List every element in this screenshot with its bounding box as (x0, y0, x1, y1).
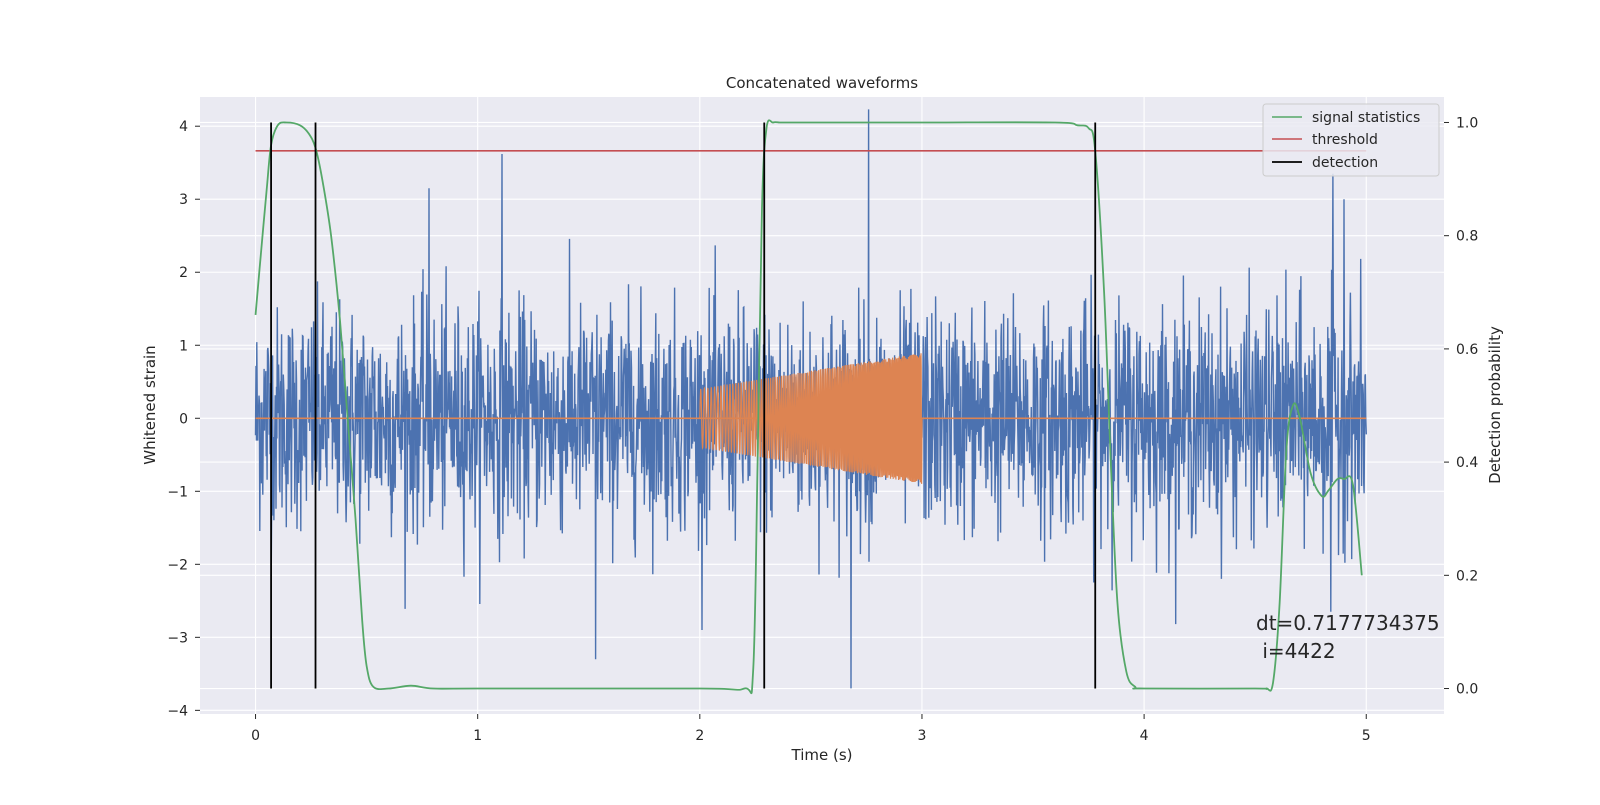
y-left-tick-label: 4 (179, 119, 188, 135)
y-left-tick-label: −1 (167, 484, 188, 500)
y-axis-label-left: Whitened strain (141, 345, 159, 464)
x-tick-label: 3 (918, 728, 927, 744)
x-axis-label: Time (s) (791, 746, 853, 764)
x-tick-label: 4 (1140, 728, 1149, 744)
x-tick-label: 1 (473, 728, 482, 744)
y-left-tick-label: 3 (179, 192, 188, 208)
legend: signal statistics threshold detection (1262, 103, 1440, 177)
y-right-tick-label: 1.0 (1456, 115, 1478, 131)
x-tick-label: 2 (695, 728, 704, 744)
y-right-tick-label: 0.2 (1456, 568, 1478, 584)
y-left-tick-label: −3 (167, 630, 188, 646)
series-signal-statistics (254, 119, 1363, 695)
y-left-tick-label: 2 (179, 265, 188, 281)
legend-label-threshold: threshold (1312, 132, 1378, 148)
ticks: 0 1 2 3 4 5 −4 −3 −2 −1 0 1 2 3 4 0.0 0.2 0.4 0.6 0.8 1.0 (167, 115, 1478, 744)
legend-box (1262, 103, 1440, 177)
y-axis-label-right: Detection probability (1486, 326, 1504, 484)
y-right-tick-label: 0.6 (1456, 342, 1478, 358)
y-right-tick-label: 0.0 (1456, 682, 1478, 698)
y-left-tick-label: 0 (179, 411, 188, 427)
legend-label-signal-statistics: signal statistics (1312, 110, 1420, 126)
legend-label-detection: detection (1312, 155, 1378, 171)
y-left-tick-label: −2 (167, 557, 188, 573)
data-layer (254, 109, 1367, 695)
annotation-dt: dt=0.7177734375 (1256, 611, 1440, 635)
series-injection-chirp (699, 353, 923, 484)
x-tick-label: 5 (1362, 728, 1371, 744)
chart-title: Concatenated waveforms (726, 74, 918, 92)
y-left-tick-label: 1 (179, 338, 188, 354)
y-right-tick-label: 0.8 (1456, 229, 1478, 245)
annotation-index: i=4422 (1256, 639, 1336, 663)
y-left-tick-label: −4 (167, 703, 188, 719)
x-tick-label: 0 (251, 728, 260, 744)
y-right-tick-label: 0.4 (1456, 455, 1478, 471)
